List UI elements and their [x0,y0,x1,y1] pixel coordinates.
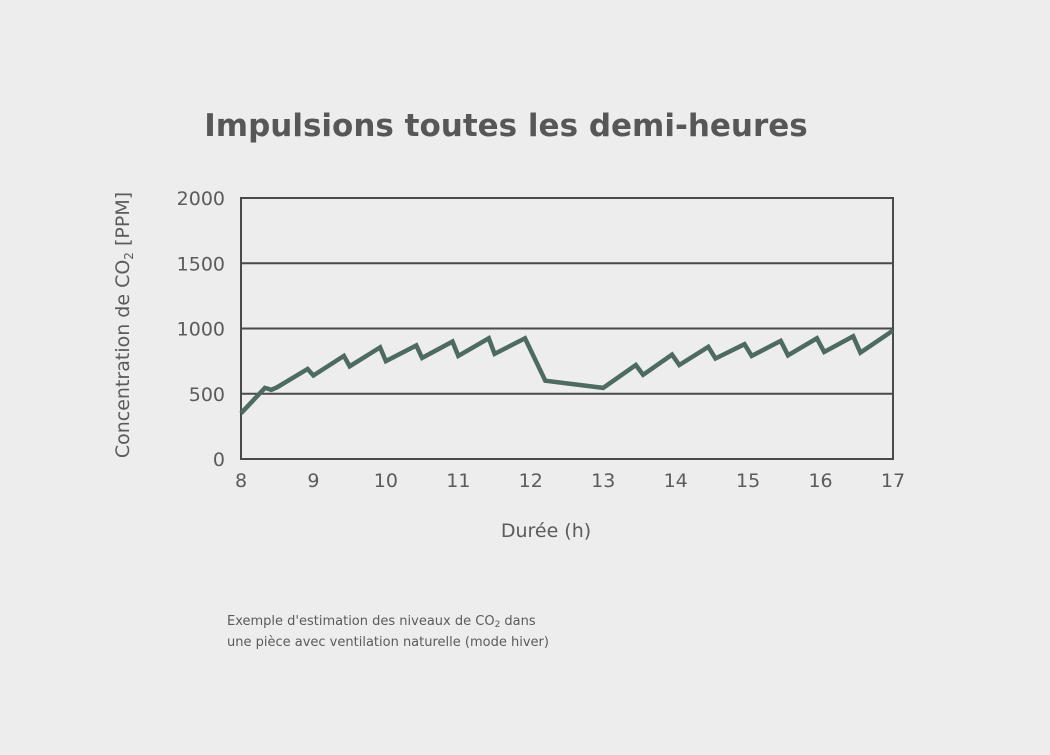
co2-series-line [239,328,895,415]
x-tick-label: 11 [446,470,470,492]
x-tick-label: 16 [808,470,832,492]
chart-caption: Exemple d'estimation des niveaux de CO2 … [227,613,647,652]
y-axis-label-subscript: 2 [122,252,136,260]
caption-line-1-text: Exemple d'estimation des niveaux de CO [227,614,495,629]
x-axis-label: Durée (h) [501,520,591,542]
gridlines [241,262,893,395]
y-axis-label: Concentration de CO2 [PPM] [112,192,136,458]
caption-line-1-end: dans [500,614,536,629]
y-axis-label-unit: [PPM] [112,192,134,252]
x-tick-label: 9 [307,470,319,492]
y-tick-label: 500 [189,384,225,406]
x-tick-labels: 8 9 10 11 12 13 14 15 16 17 [235,470,905,492]
x-tick-label: 13 [591,470,615,492]
x-tick-label: 12 [519,470,543,492]
x-tick-label: 10 [374,470,398,492]
x-tick-label: 15 [736,470,760,492]
y-tick-label: 1500 [177,253,225,275]
chart-title: Impulsions toutes les demi-heures [204,108,808,144]
x-tick-label: 14 [664,470,688,492]
y-axis-label-main: Concentration de CO [112,260,134,458]
y-tick-label: 1000 [177,319,225,341]
x-tick-label: 8 [235,470,247,492]
caption-line-2: une pièce avec ventilation naturelle (mo… [227,635,549,650]
y-tick-label: 0 [213,449,225,471]
x-tick-label: 17 [881,470,905,492]
caption-subscript: 2 [494,620,501,630]
caption-line-1: Exemple d'estimation des niveaux de CO2 … [227,613,647,634]
plot-frame [240,197,894,460]
y-tick-label: 2000 [177,188,225,210]
y-tick-labels: 0 500 1000 1500 2000 [177,188,225,471]
